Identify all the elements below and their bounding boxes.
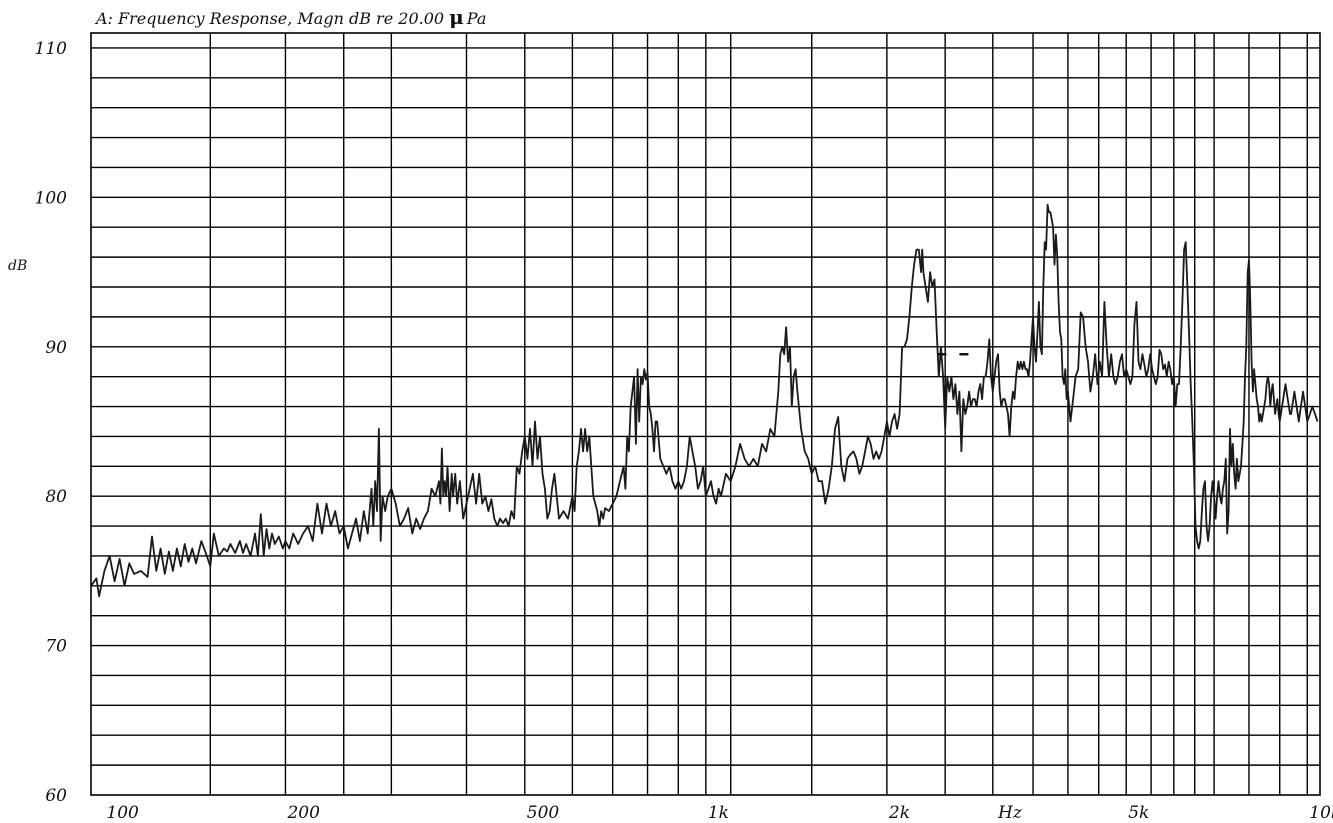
- x-tick-labels: 100 200 500 1k 2k 5k 10k: [106, 803, 1333, 823]
- series-line: [90, 203, 1319, 598]
- plot-frame: [90, 32, 1321, 796]
- title-text: A: Frequency Response, Magn dB re 20.00: [94, 9, 449, 28]
- x-tick-label: 100: [106, 803, 139, 823]
- y-tick-label: 80: [45, 487, 67, 507]
- y-tick-labels: 60 70 80 90 100 110: [35, 39, 68, 806]
- title-unit-suffix: Pa: [466, 9, 487, 28]
- grid: [91, 33, 1320, 795]
- x-tick-label: 10k: [1309, 803, 1333, 823]
- y-tick-label: 90: [45, 338, 67, 358]
- title-unit-symbol: μ: [449, 5, 464, 29]
- y-tick-label: 100: [35, 188, 68, 208]
- x-tick-label: 500: [527, 803, 560, 823]
- x-tick-label: 5k: [1128, 803, 1149, 823]
- y-axis-label: dB: [8, 258, 27, 274]
- x-tick-label: 2k: [888, 803, 910, 823]
- y-tick-label: 60: [45, 786, 67, 806]
- x-axis-label: Hz: [997, 803, 1023, 823]
- y-tick-label: 70: [45, 637, 67, 657]
- chart-title: A: Frequency Response, Magn dB re 20.00 …: [94, 5, 486, 29]
- series: [90, 203, 1319, 598]
- x-tick-label: 200: [286, 803, 320, 823]
- x-tick-label: 1k: [708, 803, 729, 823]
- y-tick-label: 110: [35, 39, 68, 59]
